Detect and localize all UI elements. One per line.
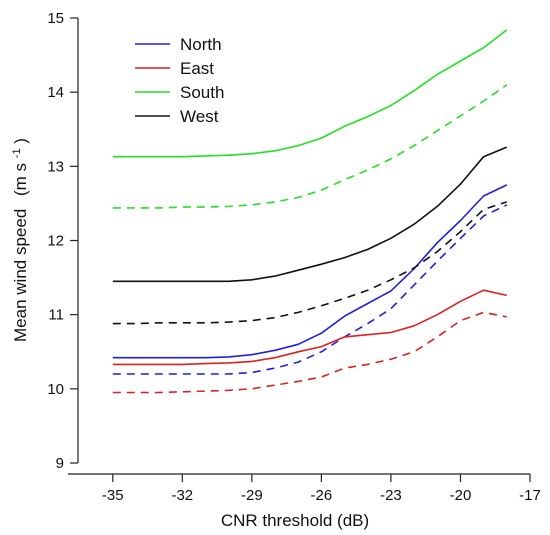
x-tick-label: -29 (241, 487, 263, 504)
y-tick-label: 14 (47, 84, 64, 101)
x-tick-label: -32 (171, 487, 193, 504)
series-layer (112, 29, 508, 394)
axes-layer (68, 18, 530, 475)
y-tick-label: 10 (47, 381, 64, 398)
legend-label-east: East (180, 59, 214, 78)
legend: North East South West (135, 35, 224, 126)
series-line-west-dashed (112, 201, 508, 325)
series-line-west-solid (112, 146, 508, 283)
x-tick-label: -23 (380, 487, 402, 504)
legend-label-west: West (180, 107, 219, 126)
y-axis-label-unit: (m s (11, 163, 30, 196)
legend-label-north: North (180, 35, 222, 54)
series-line-south-dashed (112, 84, 508, 209)
ticks-layer: 9 10 11 12 13 14 15 -35 -32 -29 -26 -23 -20 -17 (47, 10, 541, 504)
x-axis-label: CNR threshold (dB) (221, 511, 369, 530)
y-axis-label: Mean wind speed (m s -1 ) (5, 138, 30, 342)
y-axis-label-main: Mean wind speed (11, 209, 30, 342)
y-tick-label: 13 (47, 158, 64, 175)
y-axis-label-exponent: -1 (11, 148, 23, 158)
y-axis-label-close: ) (11, 138, 30, 144)
y-tick-label: 9 (56, 455, 64, 472)
y-tick-label: 11 (48, 307, 64, 324)
y-tick-label: 15 (47, 10, 64, 27)
y-tick-label: 12 (47, 233, 64, 250)
series-line-south-solid (112, 29, 508, 158)
x-tick-label: -35 (102, 487, 124, 504)
x-tick-label: -20 (450, 487, 472, 504)
series-line-north-dashed (112, 204, 508, 375)
legend-label-south: South (180, 83, 224, 102)
x-tick-label: -17 (519, 487, 541, 504)
series-line-east-solid (112, 289, 507, 366)
series-line-north-solid (112, 184, 508, 359)
x-tick-label: -26 (311, 487, 333, 504)
series-line-east-dashed (112, 311, 507, 394)
